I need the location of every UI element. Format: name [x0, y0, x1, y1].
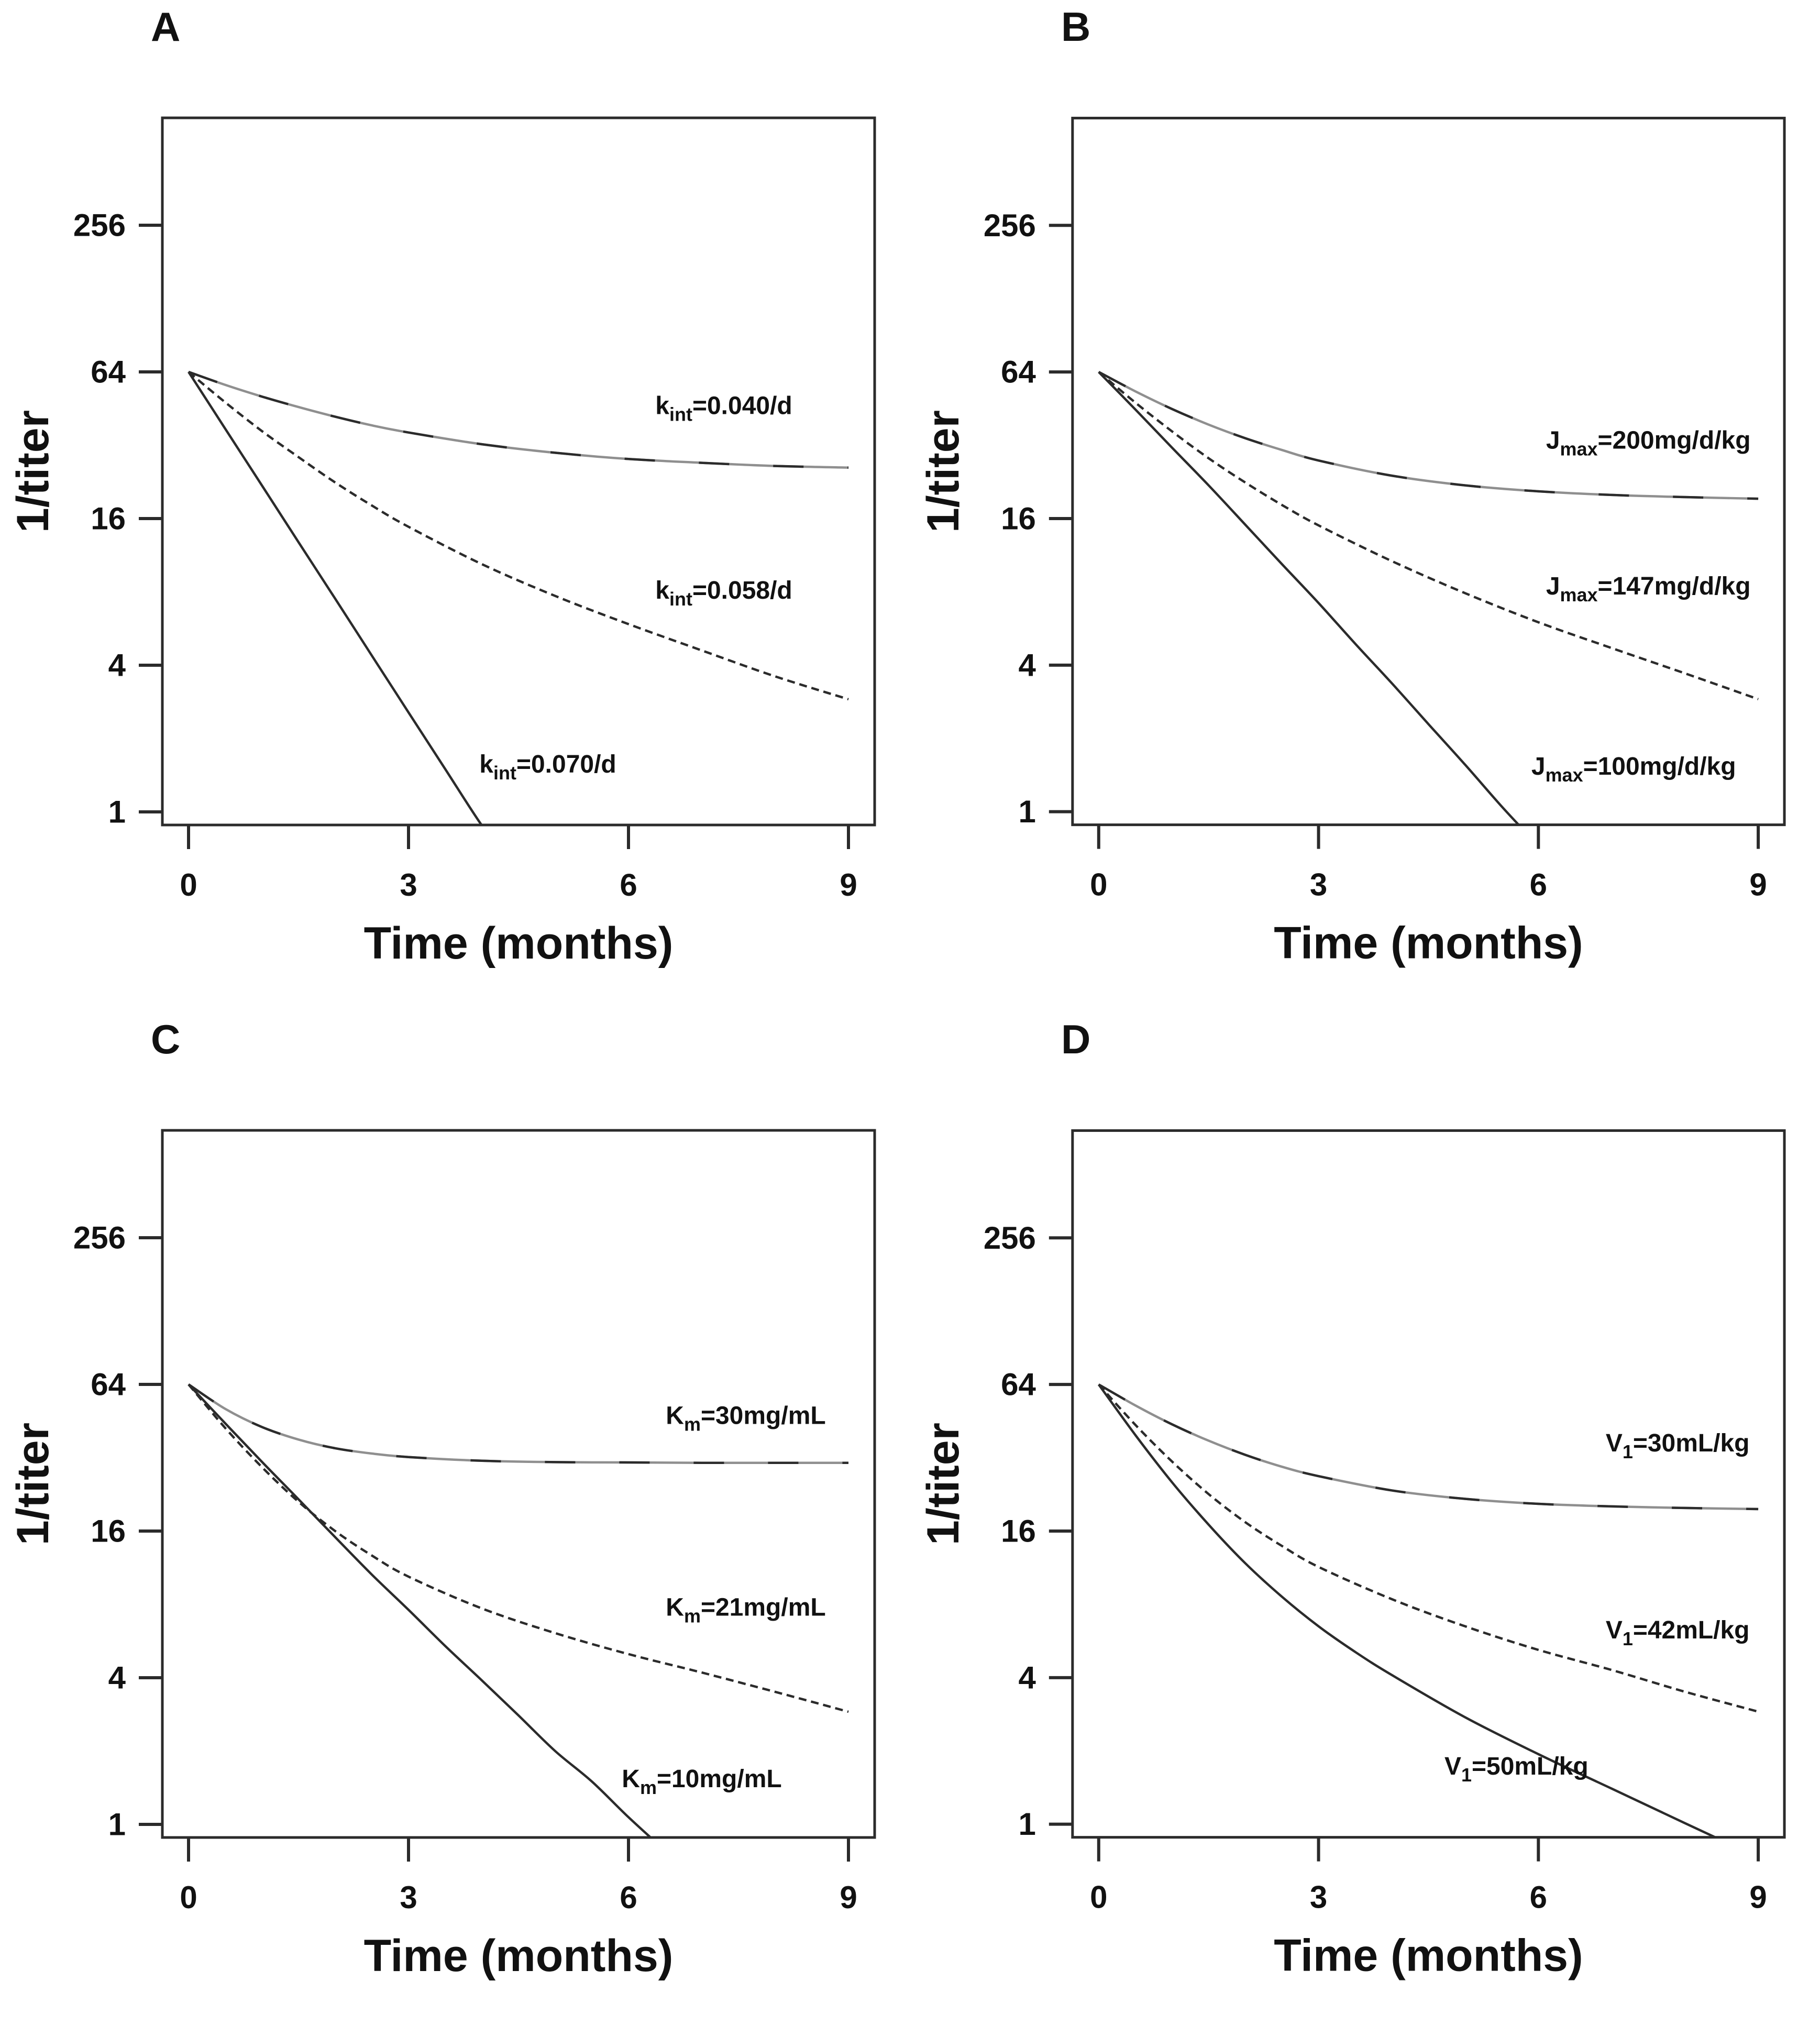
- y-tick-label: 256: [984, 208, 1036, 243]
- panel-a: A 256 64 16 4 1 1/titer 0 3 6 9 Time (months) kint=…: [0, 0, 910, 1012]
- y-tick-label: 256: [73, 1220, 126, 1256]
- y-tick-label: 64: [1001, 355, 1036, 390]
- y-axis-title: 1/titer: [918, 410, 968, 533]
- x-tick-label: 3: [400, 867, 417, 903]
- series-1-curve: [1098, 371, 1759, 700]
- y-tick-label: 4: [1019, 1660, 1036, 1695]
- x-tick-label: 0: [180, 1880, 197, 1915]
- x-tick-label: 9: [840, 867, 857, 903]
- x-axis: 0 3 6 9: [1090, 823, 1767, 903]
- x-axis-title: Time (months): [1274, 918, 1583, 969]
- series-0-curve: [1098, 371, 1759, 500]
- x-tick-label: 6: [620, 867, 637, 903]
- series-1-label: kint=0.058/d: [655, 577, 792, 610]
- series-1-label: Jmax=147mg/d/kg: [1546, 573, 1751, 606]
- y-tick-label: 16: [1001, 501, 1036, 536]
- x-tick-label: 3: [1310, 1880, 1327, 1915]
- x-axis: 0 3 6 9: [1090, 1836, 1767, 1915]
- y-axis: 256 64 16 4 1: [73, 1220, 163, 1842]
- y-axis-title: 1/titer: [918, 1423, 968, 1545]
- panel-b-letter: B: [1061, 4, 1091, 50]
- y-tick-label: 64: [1001, 1367, 1036, 1402]
- series-0-label: Km=30mg/mL: [666, 1402, 825, 1435]
- y-tick-label: 4: [1019, 647, 1036, 683]
- panel-a-plot: 256 64 16 4 1 1/titer 0 3 6 9 Time (months) kint=0.…: [8, 116, 876, 969]
- series-0-label: kint=0.040/d: [655, 392, 792, 425]
- panel-d-letter: D: [1061, 1016, 1091, 1062]
- x-axis-title: Time (months): [364, 918, 674, 969]
- curves: [1097, 1383, 1759, 1837]
- series-2-curve: [187, 371, 483, 825]
- plot-box: [161, 116, 876, 827]
- x-axis-title: Time (months): [1274, 1931, 1583, 1981]
- y-tick-label: 16: [91, 1514, 126, 1549]
- y-axis-title: 1/titer: [8, 410, 58, 533]
- x-tick-label: 6: [620, 1880, 637, 1915]
- series-2-curve: [187, 1383, 653, 1837]
- panel-b: B 256 64 16 4 1 1/titer 0 3 6 9 Time (months) Jmax=…: [910, 0, 1820, 1012]
- plot-box: [1071, 1129, 1786, 1839]
- y-tick-label: 1: [108, 795, 126, 830]
- y-tick-label: 64: [91, 355, 126, 390]
- series-0-label: Jmax=200mg/d/kg: [1546, 426, 1751, 459]
- y-tick-label: 4: [108, 1660, 126, 1696]
- panel-d-plot: 256 64 16 4 1 1/titer 0 3 6 9 Time (months) V1=30mL…: [918, 1129, 1786, 1981]
- x-tick-label: 0: [1090, 867, 1107, 903]
- panel-c-letter: C: [151, 1016, 181, 1062]
- series-1-curve: [187, 1383, 849, 1713]
- series-0-curve: [187, 1383, 848, 1464]
- plot-box: [1071, 116, 1786, 827]
- series-2-label: kint=0.070/d: [479, 751, 616, 784]
- series-0-curve-under: [188, 370, 849, 469]
- y-axis-title: 1/titer: [8, 1423, 58, 1545]
- x-tick-label: 3: [1310, 867, 1327, 903]
- x-tick-label: 6: [1530, 1880, 1547, 1915]
- x-tick-label: 9: [1749, 1880, 1767, 1915]
- y-tick-label: 1: [1019, 794, 1036, 829]
- x-axis: 0 3 6 9: [180, 824, 857, 903]
- series-2-curve: [1098, 371, 1520, 825]
- panel-c-plot: 256 64 16 4 1 1/titer 0 3 6 9 Time (months) Km=30mg…: [8, 1129, 876, 1981]
- y-axis: 256 64 16 4 1: [984, 208, 1074, 829]
- y-tick-label: 4: [108, 648, 126, 683]
- series-2-curve: [1097, 1383, 1718, 1837]
- series-0-label: V1=30mL/kg: [1606, 1429, 1750, 1462]
- x-axis: 0 3 6 9: [180, 1836, 857, 1915]
- curves: [187, 1383, 849, 1837]
- series-1-curve: [187, 371, 849, 701]
- y-tick-label: 256: [984, 1220, 1036, 1256]
- plot-box: [161, 1129, 876, 1839]
- x-tick-label: 0: [1090, 1880, 1107, 1915]
- x-tick-label: 6: [1530, 867, 1547, 903]
- y-tick-label: 256: [73, 208, 126, 243]
- x-tick-label: 3: [400, 1880, 417, 1915]
- series-0-curve: [188, 370, 849, 469]
- y-tick-label: 1: [1019, 1807, 1036, 1842]
- series-2-label: Km=10mg/mL: [622, 1765, 781, 1798]
- x-tick-label: 9: [840, 1880, 857, 1915]
- series-1-label: V1=42mL/kg: [1606, 1616, 1750, 1649]
- series-0-curve: [1098, 1383, 1759, 1511]
- series-2-label: Jmax=100mg/d/kg: [1531, 753, 1736, 786]
- series-2-label: V1=50mL/kg: [1444, 1753, 1589, 1786]
- panel-b-plot: 256 64 16 4 1 1/titer 0 3 6 9 Time (months) Jmax=20…: [918, 116, 1786, 969]
- x-axis-title: Time (months): [364, 1931, 674, 1981]
- panel-a-letter: A: [151, 4, 181, 50]
- curves: [1098, 371, 1759, 825]
- y-tick-label: 1: [108, 1807, 126, 1842]
- y-tick-label: 16: [1001, 1513, 1036, 1548]
- y-tick-label: 16: [91, 501, 126, 536]
- x-tick-label: 9: [1749, 867, 1767, 903]
- y-axis: 256 64 16 4 1: [984, 1220, 1074, 1842]
- curves: [187, 370, 849, 825]
- series-1-curve: [1098, 1383, 1759, 1713]
- y-tick-label: 64: [91, 1367, 126, 1402]
- x-tick-label: 0: [180, 867, 197, 903]
- y-axis: 256 64 16 4 1: [73, 208, 163, 830]
- series-1-label: Km=21mg/mL: [666, 1593, 825, 1626]
- panel-d: D 256 64 16 4 1 1/titer 0 3 6 9 Time (months) V1=30…: [910, 1012, 1820, 2025]
- panel-c: C 256 64 16 4 1 1/titer 0 3 6 9 Time (months) Km=30…: [0, 1012, 910, 2025]
